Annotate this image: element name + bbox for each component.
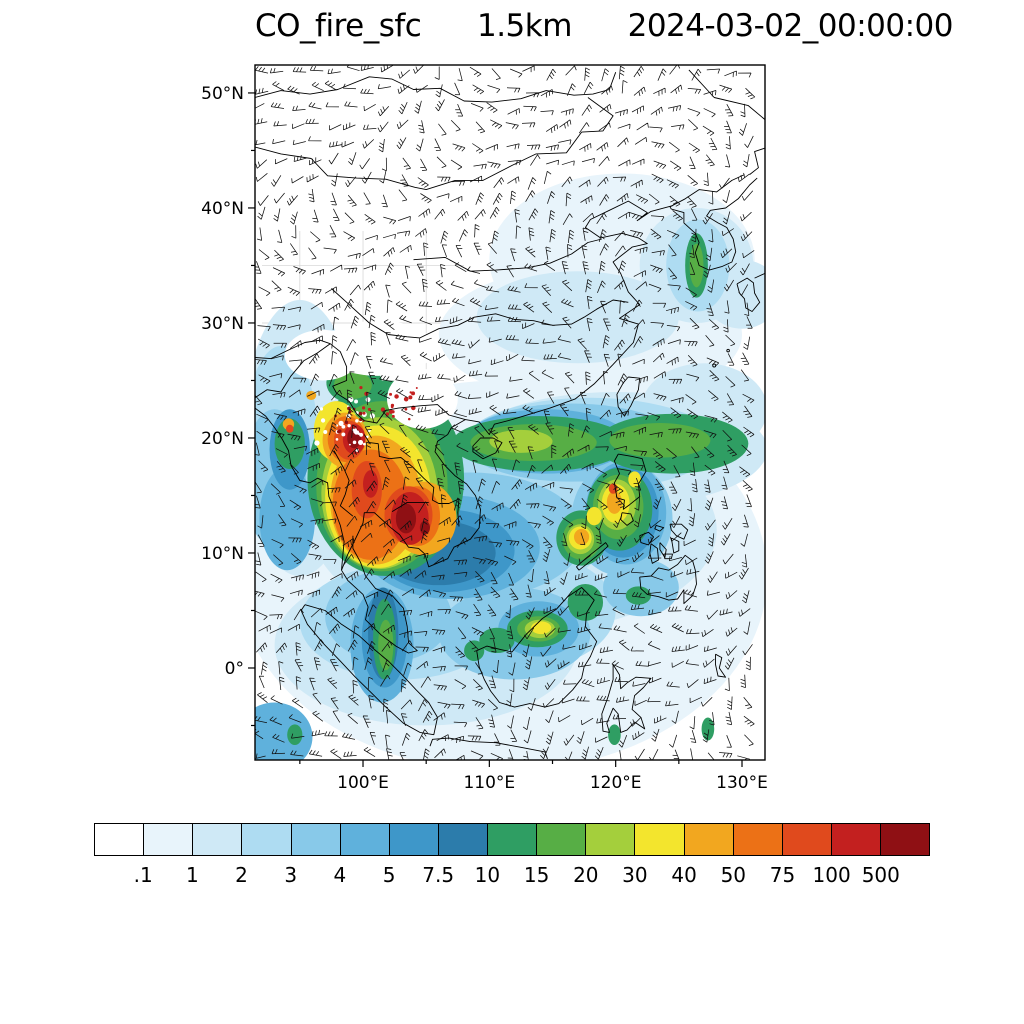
colorbar-segment <box>488 824 538 855</box>
colorbar-tick-label: 5 <box>382 863 396 887</box>
colorbar-tick-label: 4 <box>333 863 347 887</box>
axis-ticks <box>248 92 743 767</box>
colorbar-segment <box>831 824 881 855</box>
plot-title-datetime: 2024-03-02_00:00:00 <box>627 8 954 44</box>
lat-tick-label: 40°N <box>201 199 244 219</box>
lat-tick-label: 50°N <box>201 84 244 104</box>
lat-tick-label: 0° <box>225 659 244 679</box>
colorbar-tick-label: 20 <box>573 863 599 887</box>
map-frame <box>254 64 766 761</box>
wind-barbs-layer <box>255 65 756 760</box>
colorbar-segment <box>586 824 636 855</box>
plot-title-level: 1.5km <box>476 8 572 44</box>
colorbar-segment <box>635 824 685 855</box>
map-canvas: 50°N 40°N 30°N 20°N 10°N 0° 100°E 110°E 120°E 130… <box>201 64 768 793</box>
plot-title-variable: CO_fire_sfc <box>255 8 422 44</box>
colorbar-segment <box>193 824 243 855</box>
colorbar-tick-label: 40 <box>671 863 697 887</box>
lat-tick-label: 10°N <box>201 544 244 564</box>
colorbar-segment <box>684 824 734 855</box>
colorbar-tick-label: 1 <box>186 863 199 887</box>
colorbar-tick-label: 7.5 <box>422 863 455 887</box>
colorbar-segment <box>340 824 390 855</box>
colorbar-segment <box>782 824 832 855</box>
colorbar-segment <box>389 824 439 855</box>
colorbar-tick-label: 50 <box>720 863 747 887</box>
map-plot: 50°N 40°N 30°N 20°N 10°N 0° 100°E 110°E 120°E 130… <box>190 50 800 795</box>
colorbar-tick-label: .1 <box>133 863 153 887</box>
colorbar-segment <box>438 824 488 855</box>
colorbar-tick-labels: .1 1 2 3 4 5 7.5 10 15 20 30 40 50 75 100 500 <box>94 863 930 889</box>
lon-tick-label: 100°E <box>337 773 389 793</box>
colorbar-tick-label: 500 <box>861 863 900 887</box>
colorbar-segment <box>144 824 194 855</box>
colorbar-segments <box>94 823 930 856</box>
colorbar-tick-label: 10 <box>474 863 501 887</box>
lon-tick-label: 110°E <box>463 773 515 793</box>
colorbar-tick-label: 75 <box>769 863 796 887</box>
colorbar-tick-label: 3 <box>284 863 298 887</box>
colorbar-segment <box>881 824 930 855</box>
lat-tick-label: 20°N <box>201 429 244 449</box>
colorbar-segment <box>733 824 783 855</box>
colorbar-segment <box>537 824 587 855</box>
plot-title: CO_fire_sfc 1.5km 2024-03-02_00:00:00 <box>255 8 953 44</box>
colorbar-tick-label: 15 <box>523 863 550 887</box>
colorbar-tick-label: 2 <box>235 863 248 887</box>
colorbar: .1 1 2 3 4 5 7.5 10 15 20 30 40 50 75 100 500 <box>94 823 930 893</box>
colorbar-segment <box>291 824 341 855</box>
lon-tick-label: 120°E <box>590 773 642 793</box>
speckle-layer <box>314 385 418 452</box>
colorbar-segment <box>242 824 292 855</box>
lon-tick-label: 130°E <box>716 773 768 793</box>
colorbar-tick-label: 30 <box>622 863 648 887</box>
colorbar-segment <box>95 824 145 855</box>
coastline-layer <box>255 69 765 759</box>
colorbar-tick-label: 100 <box>812 863 851 887</box>
lat-tick-label: 30°N <box>201 314 244 334</box>
